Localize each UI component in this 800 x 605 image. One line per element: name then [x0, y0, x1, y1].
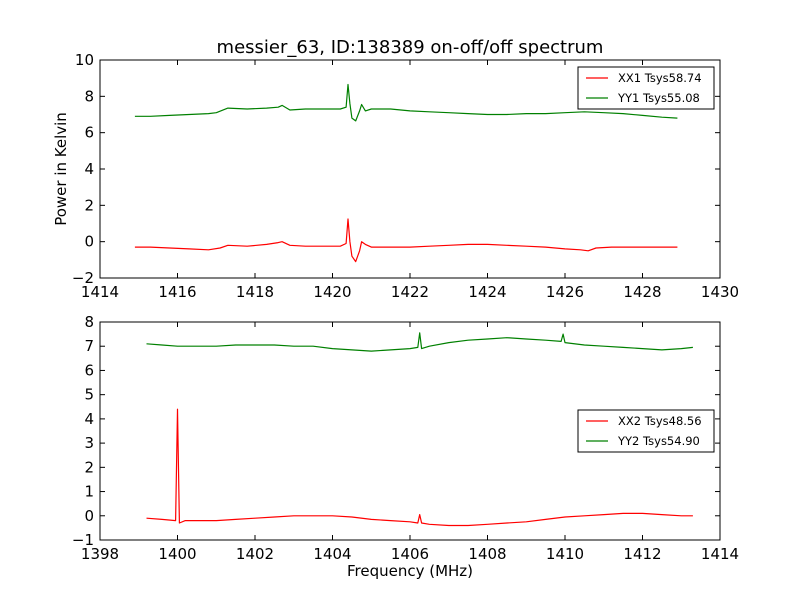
x-tick-label: 1420 — [313, 283, 351, 301]
y-tick-label: −1 — [72, 531, 94, 549]
y-axis-label: Power in Kelvin — [52, 112, 70, 226]
y-tick-label: 2 — [84, 458, 94, 476]
series-line-top-xx — [134, 218, 678, 263]
y-tick-label: 3 — [84, 434, 94, 452]
series-line-bottom-xx — [146, 408, 693, 527]
y-tick-label: 0 — [84, 233, 94, 251]
x-tick-label: 1414 — [701, 545, 739, 563]
bottom-panel: 1398 1400 1402 1404 1406 1408 1410 1412 1414 −1 0 1… — [72, 313, 739, 563]
x-tick-label: 1398 — [81, 545, 119, 563]
y-tick-label: −2 — [72, 269, 94, 287]
x-tick-label: 1400 — [158, 545, 196, 563]
x-tick-label: 1416 — [158, 283, 196, 301]
y-tick-label: 7 — [84, 337, 94, 355]
x-tick-label: 1422 — [391, 283, 429, 301]
y-tick-label: 1 — [84, 483, 94, 501]
y-tick-label: 5 — [84, 386, 94, 404]
y-tick-label: 6 — [84, 124, 94, 142]
x-tick-label: 1412 — [623, 545, 661, 563]
series-line-top-yy — [134, 83, 678, 122]
y-tick-label: 2 — [84, 196, 94, 214]
x-tick-label: 1426 — [546, 283, 584, 301]
y-tick-label: 4 — [84, 410, 94, 428]
x-tick-label: 1414 — [81, 283, 119, 301]
y-tick-label: 8 — [84, 313, 94, 331]
y-tick-label: 4 — [84, 160, 94, 178]
x-tick-label: 1418 — [236, 283, 274, 301]
x-tick-label: 1402 — [236, 545, 274, 563]
legend-box — [577, 66, 715, 110]
legend-entry-label: YY2 Tsys54.90 — [617, 434, 700, 448]
x-tick-label: 1424 — [468, 283, 506, 301]
legend-entry-label: XX1 Tsys58.74 — [618, 71, 702, 85]
legend: XX2 Tsys48.56 YY2 Tsys54.90 — [577, 409, 715, 453]
x-tick-label: 1408 — [468, 545, 506, 563]
x-axis-label: Frequency (MHz) — [347, 562, 473, 580]
x-tick-label: 1406 — [391, 545, 429, 563]
x-tick-label: 1430 — [701, 283, 739, 301]
chart-title: messier_63, ID:138389 on-off/off spectru… — [217, 37, 604, 58]
series-line-bottom-yy — [146, 332, 693, 352]
y-tick-label: 8 — [84, 87, 94, 105]
legend-box — [577, 409, 715, 453]
legend-entry-label: YY1 Tsys55.08 — [617, 91, 700, 105]
x-tick-label: 1410 — [546, 545, 584, 563]
x-tick-label: 1404 — [313, 545, 351, 563]
legend-entry-label: XX2 Tsys48.56 — [618, 414, 702, 428]
y-tick-label: 0 — [84, 507, 94, 525]
x-tick-label: 1428 — [623, 283, 661, 301]
top-panel: 1414 1416 1418 1420 1422 1424 1426 1428 1430 −2 0 2… — [72, 51, 739, 301]
y-tick-label: 6 — [84, 361, 94, 379]
y-tick-label: 10 — [75, 51, 94, 69]
legend: XX1 Tsys58.74 YY1 Tsys55.08 — [577, 66, 715, 110]
